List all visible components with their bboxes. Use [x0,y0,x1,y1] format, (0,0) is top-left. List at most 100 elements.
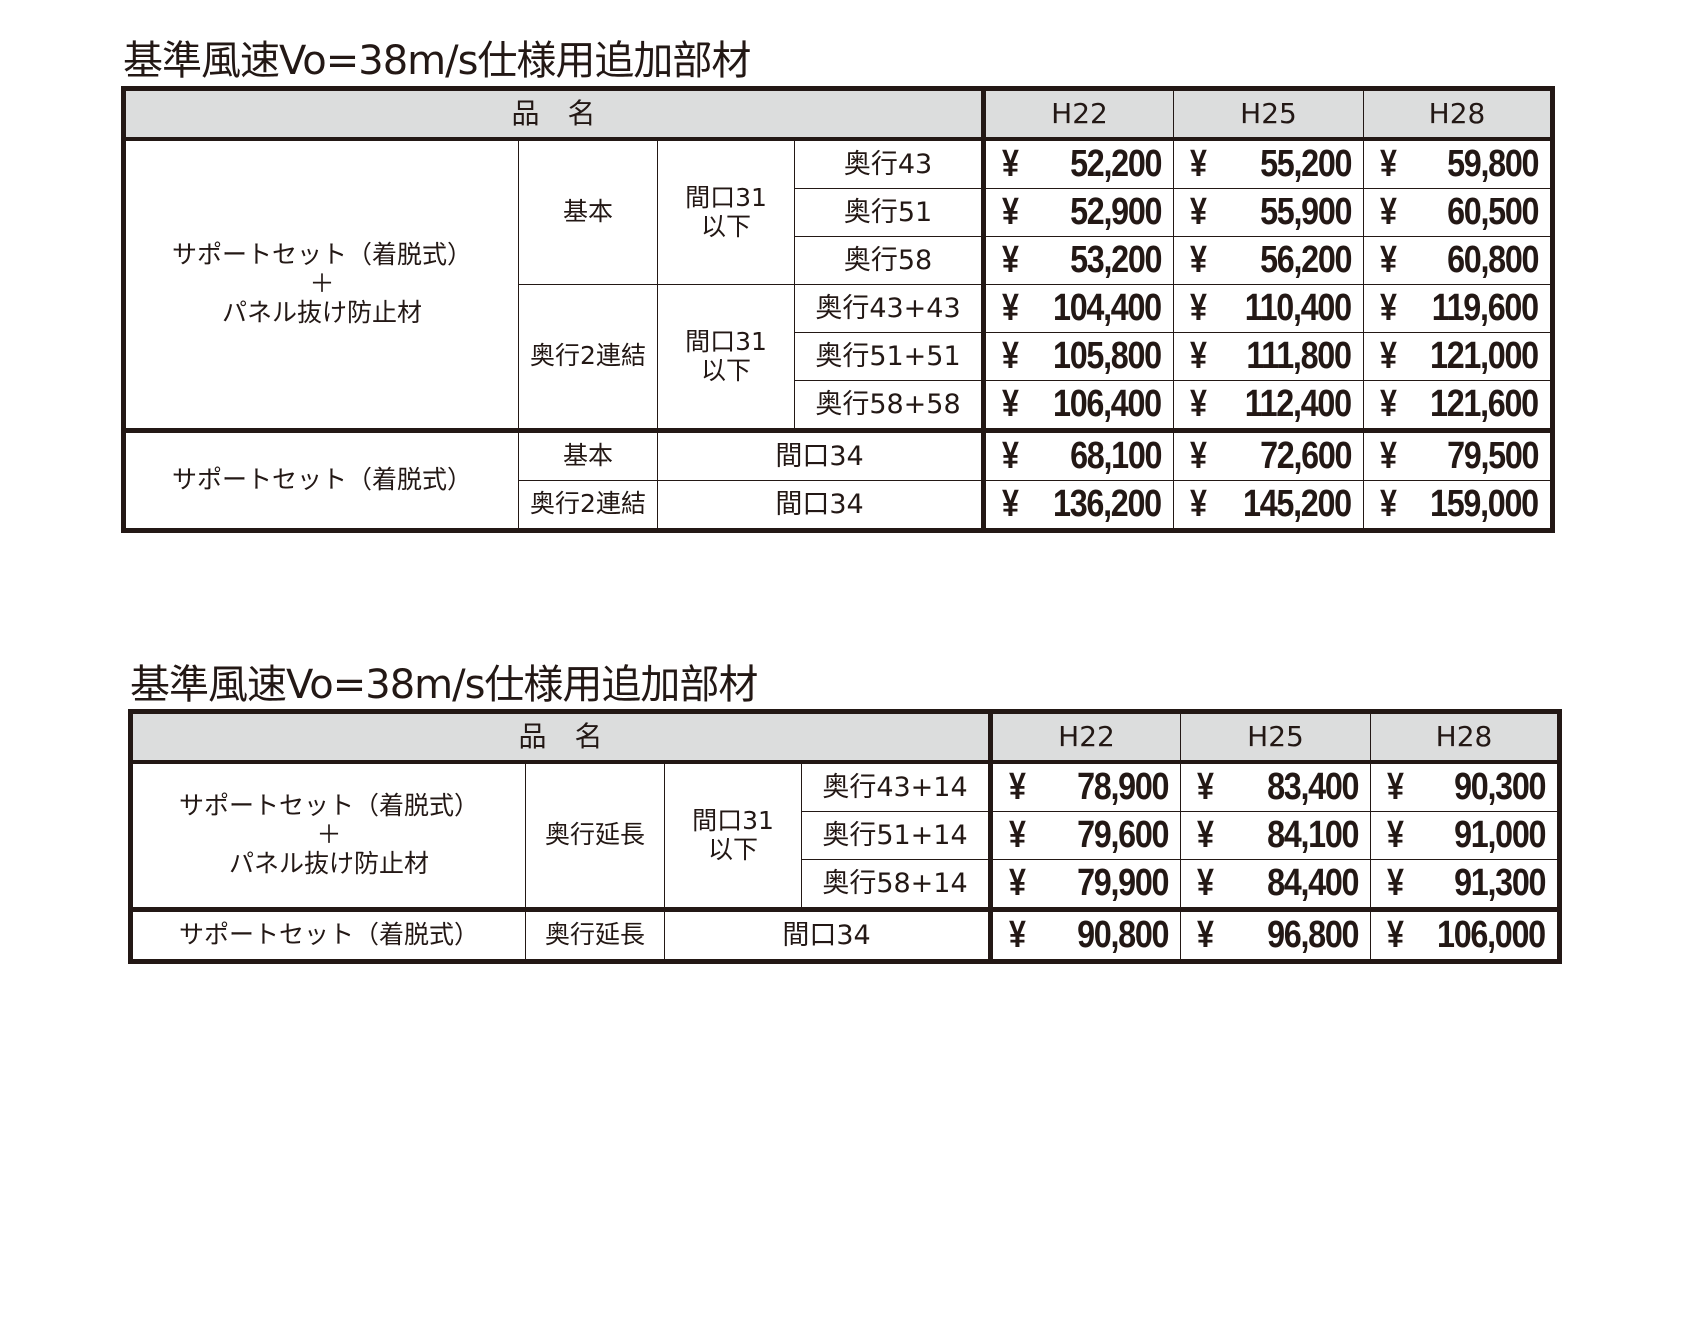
table-row: 奥行51 ¥52,900 ¥55,900 ¥60,500 [124,188,1554,237]
yen-symbol: ¥ [1196,913,1214,956]
yen-symbol: ¥ [1379,190,1397,233]
price-cell: ¥90,800 [990,907,1182,962]
table-row: サポートセット（着脱式） 奥行延長 間口34 ¥90,800 ¥96,800 ¥106,0… [130,907,1561,962]
price-value: 111,800 [1246,334,1353,377]
product-name: サポートセット（着脱式） ＋ パネル抜け防止材 [123,138,519,431]
price-cell: ¥96,800 [1180,907,1372,962]
price-value: 91,300 [1453,861,1546,904]
frontage-width: 間口34 [656,428,987,481]
header-product-name: 品 名 [129,711,994,764]
yen-symbol: ¥ [1379,482,1397,525]
price-cell: ¥79,900 [990,859,1182,910]
price-cell: ¥105,800 [983,332,1175,381]
header-row: 品 名 H22 H25 H28 [129,711,1561,764]
yen-symbol: ¥ [1379,434,1397,477]
price-value: 84,400 [1266,861,1359,904]
price-cell: ¥90,300 [1370,761,1561,812]
header-height-1: H25 [1173,88,1365,141]
price-cell: ¥56,200 [1173,236,1365,285]
price-cell: ¥136,200 [983,480,1175,531]
table-row: 奥行58+14 ¥79,900 ¥84,400 ¥91,300 [131,859,1561,910]
header-height-1: H25 [1180,711,1372,764]
price-cell: ¥53,200 [983,236,1175,285]
product-name: サポートセット（着脱式） [130,907,526,962]
product-name: サポートセット（着脱式） [123,428,519,531]
yen-symbol: ¥ [1008,913,1026,956]
price-cell: ¥52,200 [983,138,1175,189]
price-value: 104,400 [1053,286,1162,329]
yen-symbol: ¥ [1386,813,1404,856]
price-cell: ¥72,600 [1173,428,1365,481]
table-row: サポートセット（着脱式） ＋ パネル抜け防止材 基本 間口31 以下 奥行43 ¥52,… [123,138,1554,431]
yen-symbol: ¥ [1189,190,1207,233]
table-row: 奥行2連結 間口31 以下 奥行43+43 ¥104,400 ¥110,400 ¥119,… [124,284,1554,431]
price-cell: ¥121,000 [1363,332,1554,381]
depth-label: 奥行58 [793,236,987,285]
frontage-width: 間口31 以下 [664,761,802,910]
price-value: 106,400 [1053,382,1162,425]
table-row: 奥行2連結 間口34 ¥136,200 ¥145,200 ¥159,000 [124,480,1554,531]
price-value: 60,800 [1446,238,1539,281]
price-value: 112,400 [1244,382,1352,425]
yen-symbol: ¥ [1189,382,1207,425]
price-value: 159,000 [1430,482,1539,525]
price-value: 84,100 [1266,813,1359,856]
price-cell: ¥111,800 [1173,332,1365,381]
price-value: 55,200 [1259,142,1352,185]
yen-symbol: ¥ [1189,286,1207,329]
price-cell: ¥104,400 [983,284,1175,333]
header-product-name: 品 名 [122,88,987,141]
price-value: 52,200 [1069,142,1162,185]
frontage-width: 間口34 [656,480,987,531]
yen-symbol: ¥ [1008,765,1026,808]
yen-symbol: ¥ [1386,765,1404,808]
price-value: 83,400 [1266,765,1359,808]
price-value: 90,800 [1076,913,1169,956]
product-type: 奥行2連結 [518,480,658,531]
price-cell: ¥55,200 [1173,138,1365,189]
price-value: 119,600 [1431,286,1539,329]
yen-symbol: ¥ [1379,382,1397,425]
header-height-2: H28 [1370,711,1561,764]
table2-title: 基準風速Vo=38m/s仕様用追加部材 [130,662,758,708]
price-value: 68,100 [1069,434,1162,477]
price-cell: ¥84,100 [1180,811,1372,860]
price-cell: ¥78,900 [990,761,1182,812]
price-value: 96,800 [1266,913,1359,956]
price-cell: ¥145,200 [1173,480,1365,531]
yen-symbol: ¥ [1386,913,1404,956]
yen-symbol: ¥ [1001,482,1019,525]
header-height-0: H22 [983,88,1175,141]
table-row: 奥行58+58 ¥106,400 ¥112,400 ¥121,600 [124,380,1554,431]
table-row: 奥行58 ¥53,200 ¥56,200 ¥60,800 [124,236,1554,285]
price-value: 136,200 [1053,482,1162,525]
price-cell: ¥106,000 [1370,907,1561,962]
yen-symbol: ¥ [1001,142,1019,185]
price-value: 90,300 [1453,765,1546,808]
yen-symbol: ¥ [1001,286,1019,329]
yen-symbol: ¥ [1379,286,1397,329]
price-value: 72,600 [1259,434,1352,477]
price-value: 110,400 [1244,286,1352,329]
depth-label: 奥行43 [793,138,987,189]
yen-symbol: ¥ [1196,813,1214,856]
depth-label: 奥行43+14 [800,761,994,812]
price-value: 55,900 [1259,190,1352,233]
price-cell: ¥83,400 [1180,761,1372,812]
price-cell: ¥79,600 [990,811,1182,860]
product-type: 奥行延長 [525,761,665,910]
depth-label: 奥行51 [793,188,987,237]
price-value: 106,000 [1437,913,1546,956]
yen-symbol: ¥ [1001,434,1019,477]
depth-label: 奥行51+51 [793,332,987,381]
price-value: 121,000 [1430,334,1539,377]
yen-symbol: ¥ [1196,861,1214,904]
price-table-1: 品 名 H22 H25 H28 サポートセット（着脱式） ＋ パネル抜け防止材 基本 間口3… [121,86,1556,533]
price-table-2: 品 名 H22 H25 H28 サポートセット（着脱式） ＋ パネル抜け防止材 奥行延長間… [128,709,1563,964]
yen-symbol: ¥ [1196,765,1214,808]
table-row: 奥行51+14 ¥79,600 ¥84,100 ¥91,000 [131,811,1561,860]
price-cell: ¥52,900 [983,188,1175,237]
frontage-width: 間口31 以下 [657,284,795,431]
depth-label: 奥行58+58 [793,380,987,431]
price-value: 105,800 [1053,334,1162,377]
